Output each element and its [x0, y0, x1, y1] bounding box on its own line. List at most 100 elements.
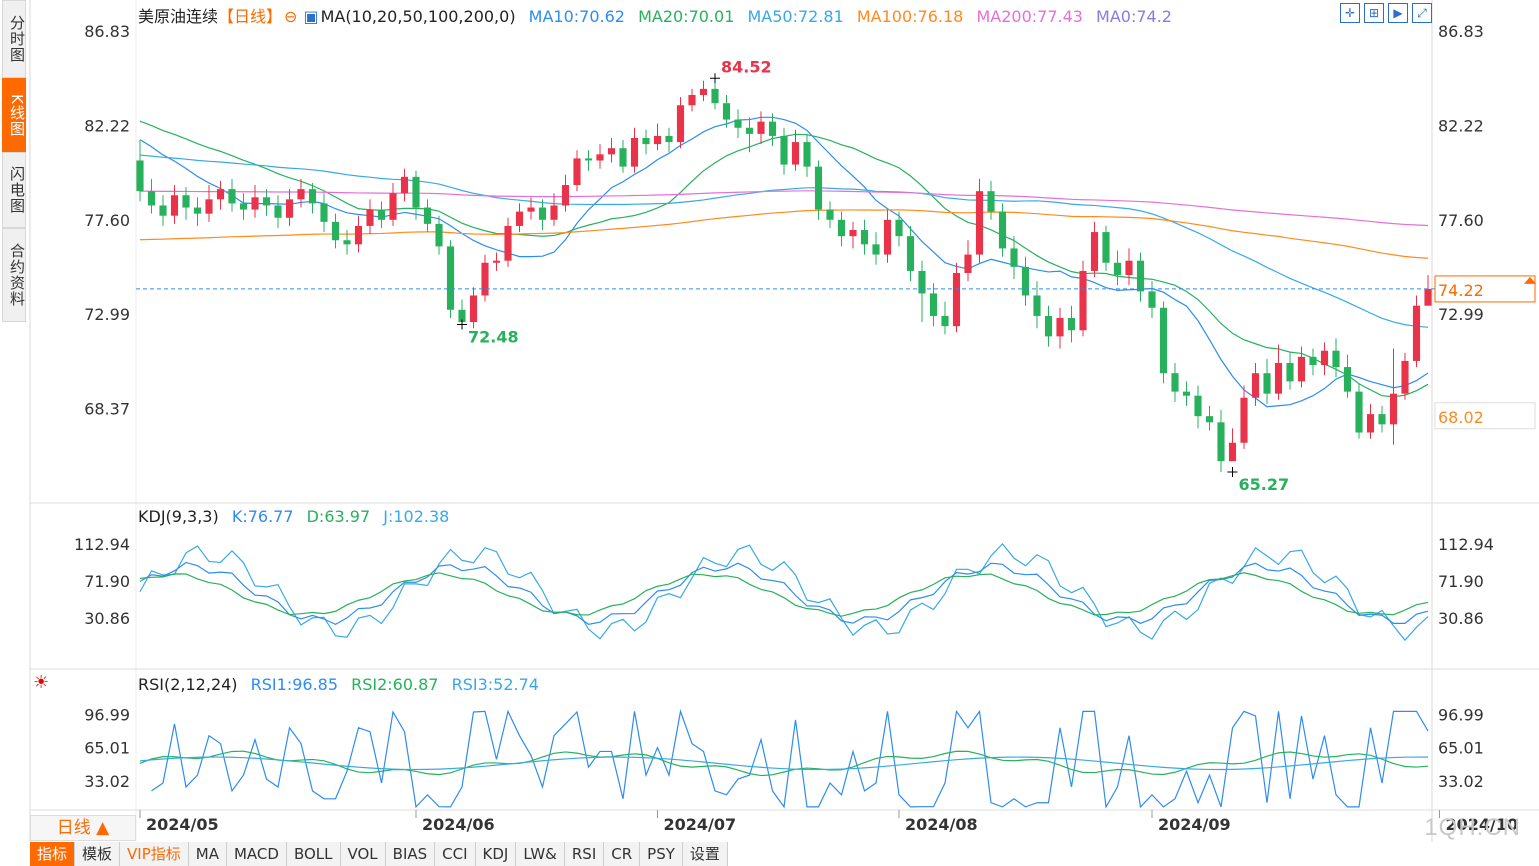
candle-body	[170, 195, 179, 216]
candle-body	[883, 219, 892, 255]
candle-body	[193, 207, 202, 214]
tab-vol[interactable]: VOL	[340, 842, 386, 866]
candle-body	[366, 209, 374, 226]
candle-body	[1194, 395, 1202, 417]
x-tick-label: 2024/06	[422, 815, 495, 834]
kdj-label: KDJ(9,3,3)	[138, 507, 219, 526]
ma20-value: MA20:70.01	[638, 7, 735, 26]
tab-cr[interactable]: CR	[604, 842, 641, 866]
candle-body	[435, 223, 443, 247]
tab-cci[interactable]: CCI	[435, 842, 476, 866]
indicator-settings-icon[interactable]: ☀	[33, 672, 50, 693]
candle-body	[1355, 391, 1363, 433]
tab-lw[interactable]: LW&	[516, 842, 565, 866]
candle-body	[297, 189, 305, 200]
rsi-y-tick: 33.02	[84, 772, 130, 791]
ma-price-box	[1434, 402, 1536, 430]
candle-body	[722, 103, 731, 120]
tab-time-share[interactable]: 分时图	[2, 0, 26, 78]
tab-settings[interactable]: 设置	[682, 842, 728, 866]
candle-body	[1182, 391, 1191, 396]
tab-boll[interactable]: BOLL	[286, 842, 341, 866]
candle-body	[1366, 414, 1375, 433]
zoom-out-icon[interactable]: ⊖	[284, 7, 298, 26]
period-selector[interactable]: 日线 ▲	[30, 815, 136, 841]
indicator-icon[interactable]: ▣	[303, 7, 319, 26]
price-marker-icon	[1524, 276, 1536, 284]
tab-psy[interactable]: PSY	[640, 842, 683, 866]
zoom-button[interactable]: ⊞	[1364, 3, 1384, 23]
candle-body	[584, 158, 593, 161]
candle-body	[952, 272, 961, 327]
kdj-y-tick: 71.90	[84, 572, 130, 591]
rsi-y-tick: 65.01	[84, 739, 130, 758]
candle-body	[1159, 307, 1168, 374]
candle-body	[550, 205, 558, 220]
candle-body	[630, 137, 639, 167]
tab-macd[interactable]: MACD	[226, 842, 287, 866]
extreme-marker	[1227, 467, 1238, 477]
candle-body	[446, 246, 455, 310]
candle-body	[1240, 397, 1248, 443]
y-tick-label: 72.99	[84, 305, 130, 324]
candle-body	[1079, 270, 1087, 331]
tab-bias[interactable]: BIAS	[385, 842, 436, 866]
y-tick-label: 86.83	[84, 22, 130, 41]
candle-body	[1263, 373, 1271, 394]
ma100-line	[139, 209, 1429, 259]
candle-body	[1401, 360, 1409, 394]
rsi-label: RSI(2,12,24)	[138, 675, 238, 694]
kdj-y-tick-right: 112.94	[1438, 535, 1494, 554]
candle-body	[653, 135, 662, 145]
y-tick-label: 82.22	[84, 116, 130, 135]
candle-body	[1424, 288, 1432, 306]
candle-body	[412, 176, 420, 208]
tab-flash[interactable]: 闪电图	[2, 152, 26, 228]
candle-body	[734, 119, 742, 128]
candle-body	[343, 240, 351, 245]
crosshair-button[interactable]: ✛	[1340, 3, 1360, 23]
candle-body	[987, 191, 995, 212]
tab-indicators[interactable]: 指标	[30, 842, 76, 866]
play-button[interactable]: ▶	[1388, 3, 1408, 23]
candle-body	[538, 207, 547, 220]
candle-body	[1274, 362, 1283, 394]
extreme-marker	[710, 73, 720, 84]
candle-body	[998, 211, 1007, 249]
ma10-value: MA10:70.62	[528, 7, 625, 26]
watermark: 1QH.CN	[1424, 814, 1521, 841]
kdj-d-line	[139, 572, 1429, 617]
tab-kline[interactable]: K线图	[2, 78, 26, 152]
tab-kdj[interactable]: KDJ	[475, 842, 517, 866]
tab-templates[interactable]: 模板	[75, 842, 121, 866]
tab-rsi[interactable]: RSI	[564, 842, 605, 866]
kdj-j-value: J:102.38	[383, 507, 450, 526]
candle-body	[1309, 356, 1317, 366]
candle-body	[607, 148, 616, 155]
tab-ma[interactable]: MA	[188, 842, 227, 866]
rsi-y-tick-right: 65.01	[1438, 739, 1484, 758]
candle-body	[1090, 232, 1099, 271]
candle-body	[619, 148, 627, 167]
indicator-tab-bar: 指标 模板 VIP指标 MA MACD BOLL VOL BIAS CCI KD…	[30, 842, 728, 866]
candle-body	[1021, 266, 1030, 296]
y-tick-label-right: 77.60	[1438, 211, 1484, 230]
candle-body	[136, 160, 144, 192]
y-tick-label: 77.60	[84, 211, 130, 230]
candle-body	[1205, 416, 1214, 423]
y-tick-label: 68.37	[84, 400, 130, 419]
kdj-y-tick-right: 30.86	[1438, 609, 1484, 628]
tab-vip-indicators[interactable]: VIP指标	[120, 842, 189, 866]
candle-body	[791, 142, 800, 165]
candle-body	[354, 225, 363, 245]
tab-contract-info[interactable]: 合约资料	[2, 228, 26, 322]
rsi-y-tick-right: 96.99	[1438, 706, 1484, 725]
candle-body	[389, 193, 397, 220]
ma200-value: MA200:77.43	[976, 7, 1083, 26]
fullscreen-button[interactable]: ⤢	[1412, 3, 1432, 23]
candle-body	[1412, 305, 1421, 361]
candle-body	[837, 219, 846, 237]
candle-body	[895, 219, 903, 237]
chart-type-tabs: 分时图 K线图 闪电图 合约资料	[0, 0, 28, 322]
